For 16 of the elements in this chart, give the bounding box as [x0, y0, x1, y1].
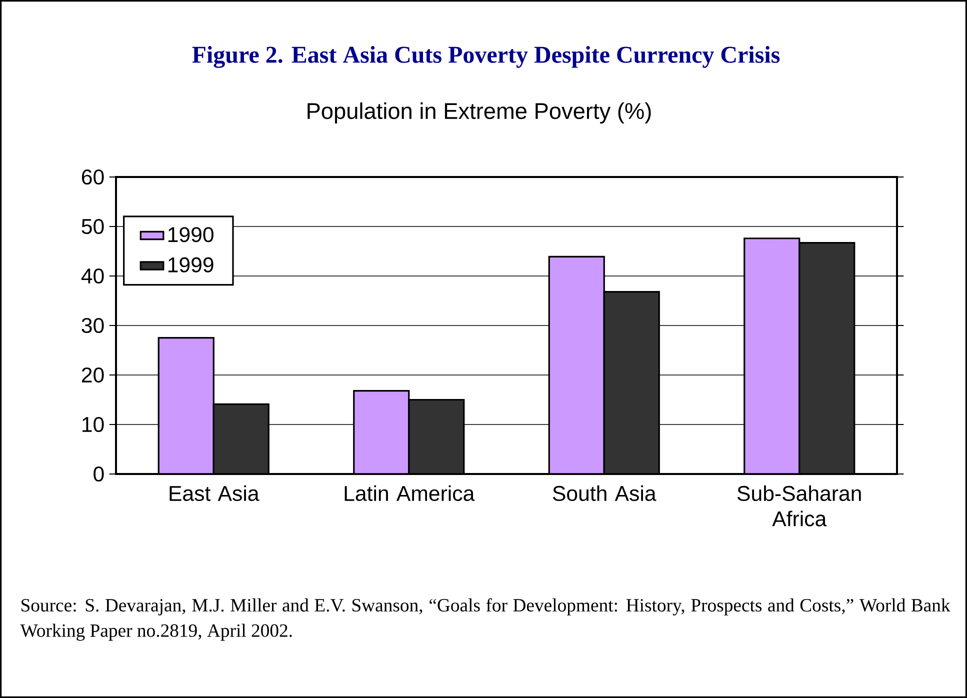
x-tick-label: Sub-Saharan Africa	[737, 485, 861, 526]
y-tick-label: 60	[82, 169, 104, 185]
x-tick-label: East Asia	[170, 485, 260, 502]
chart-subtitle: Population in Extreme Poverty (%)	[308, 102, 651, 124]
y-tick-label: 20	[82, 367, 104, 383]
source-note: Source: S. Devarajan, M.J. Miller and E.V. Swanson, “Goals for Development: History, Prospects and Costs,” World Bank Working Paper no.2819, April 2002.	[20, 598, 950, 641]
x-tick-label: South Asia	[552, 485, 656, 502]
y-tick-label: 30	[82, 318, 104, 334]
y-tick-label: 0	[94, 466, 104, 482]
y-tick-label: 50	[82, 218, 104, 234]
y-tick-label: 40	[81, 268, 104, 284]
y-tick-label: 10	[82, 416, 104, 432]
x-tick-label: Latin America	[344, 485, 475, 502]
chart-title: Figure 2. East Asia Cuts Poverty Despite Currency Crisis	[192, 46, 780, 68]
legend-label: 1999	[168, 257, 214, 272]
legend-label: 1990	[168, 227, 214, 242]
